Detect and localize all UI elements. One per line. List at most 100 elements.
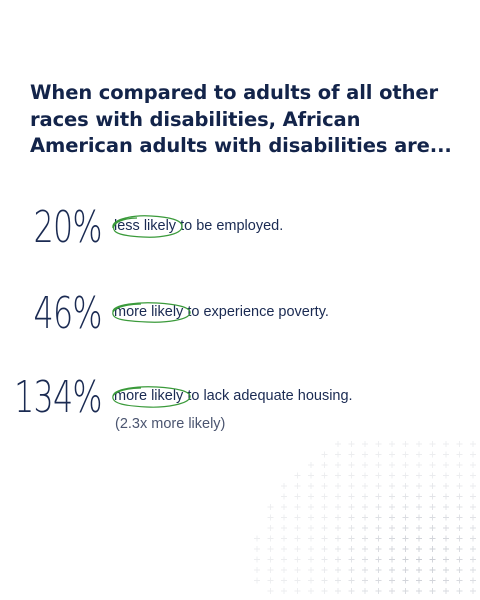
plus-icon (416, 451, 422, 458)
plus-icon (375, 441, 382, 447)
plus-icon (335, 577, 341, 584)
plus-icon (281, 567, 287, 573)
plus-icon (362, 514, 368, 521)
plus-icon (321, 588, 328, 594)
plus-icon (375, 514, 382, 521)
plus-icon (389, 472, 395, 479)
plus-icon (429, 567, 436, 573)
plus-icon (362, 451, 368, 458)
plus-icon (281, 556, 287, 563)
plus-icon (443, 546, 449, 552)
plus-icon (335, 504, 341, 510)
plus-icon (416, 535, 422, 542)
highlight-phrase: more likely (112, 302, 191, 323)
plus-icon (389, 493, 395, 500)
stat-value: 134% (14, 372, 102, 423)
plus-icon (416, 588, 422, 594)
plus-icon (294, 556, 301, 563)
plus-icon (443, 588, 449, 594)
highlight-text: less likely (114, 218, 177, 234)
plus-icon (389, 577, 395, 584)
plus-icon (362, 525, 368, 531)
plus-icon (267, 514, 274, 521)
plus-icon (429, 514, 436, 521)
plus-icon (281, 493, 287, 500)
plus-icon (470, 577, 476, 584)
plus-icon (443, 483, 449, 489)
hand-drawn-circle-icon (112, 386, 191, 408)
plus-icon (254, 556, 260, 563)
plus-icon (443, 556, 449, 563)
plus-icon (470, 504, 476, 510)
plus-icon (429, 525, 436, 531)
plus-icon (389, 514, 395, 521)
plus-icon (348, 546, 355, 552)
plus-icon (402, 525, 409, 531)
plus-icon (429, 546, 436, 552)
plus-icon (443, 451, 449, 458)
plus-icon (429, 441, 436, 447)
plus-icon (294, 483, 301, 489)
plus-icon (456, 525, 463, 531)
plus-icon (456, 535, 463, 542)
plus-icon (429, 483, 436, 489)
plus-icon (443, 441, 449, 447)
plus-icon (429, 535, 436, 542)
plus-icon (254, 577, 260, 584)
plus-icon (470, 567, 476, 573)
plus-icon (402, 451, 409, 458)
plus-icon (389, 525, 395, 531)
plus-icon (308, 588, 314, 594)
plus-icon (443, 504, 449, 510)
plus-icon (348, 451, 355, 458)
plus-icon (321, 556, 328, 563)
plus-icon (362, 546, 368, 552)
plus-icon (429, 556, 436, 563)
stat-value: 20% (33, 202, 103, 253)
plus-icon (362, 483, 368, 489)
plus-icon (254, 567, 260, 573)
plus-icon (294, 514, 301, 521)
plus-icon (389, 483, 395, 489)
plus-icon (308, 514, 314, 521)
plus-icon (389, 535, 395, 542)
plus-icon (416, 567, 422, 573)
plus-icon (456, 483, 463, 489)
plus-icon (416, 525, 422, 531)
highlight-phrase: more likely (112, 386, 191, 408)
plus-icon (321, 462, 328, 468)
plus-icon (281, 577, 287, 584)
stat-housing: 134% more likely to lack adequate housin… (0, 376, 480, 436)
plus-icon (321, 577, 328, 584)
plus-icon (402, 483, 409, 489)
plus-icon (402, 535, 409, 542)
plus-icon (267, 567, 274, 573)
plus-icon (348, 514, 355, 521)
plus-icon (470, 472, 476, 479)
plus-icon (375, 577, 382, 584)
plus-icon (362, 588, 368, 594)
plus-icon (470, 483, 476, 489)
plus-icon (416, 441, 422, 447)
plus-icon (389, 588, 395, 594)
plus-icon (456, 514, 463, 521)
plus-icon (470, 441, 476, 447)
plus-icon (348, 504, 355, 510)
plus-icon (456, 588, 463, 594)
plus-icon (294, 493, 301, 500)
plus-icon (429, 472, 436, 479)
plus-icon (348, 556, 355, 563)
plus-icon (254, 535, 260, 542)
plus-icon (335, 493, 341, 500)
plus-icon (402, 462, 409, 468)
plus-icon (321, 472, 328, 479)
plus-icon (375, 525, 382, 531)
plus-icon (362, 462, 368, 468)
plus-icon (389, 441, 395, 447)
plus-icon (443, 577, 449, 584)
plus-icon (429, 462, 436, 468)
stat-employment: 20% less likely to be employed. (0, 206, 480, 266)
plus-icon (348, 493, 355, 500)
plus-icon (456, 472, 463, 479)
plus-icon (443, 514, 449, 521)
